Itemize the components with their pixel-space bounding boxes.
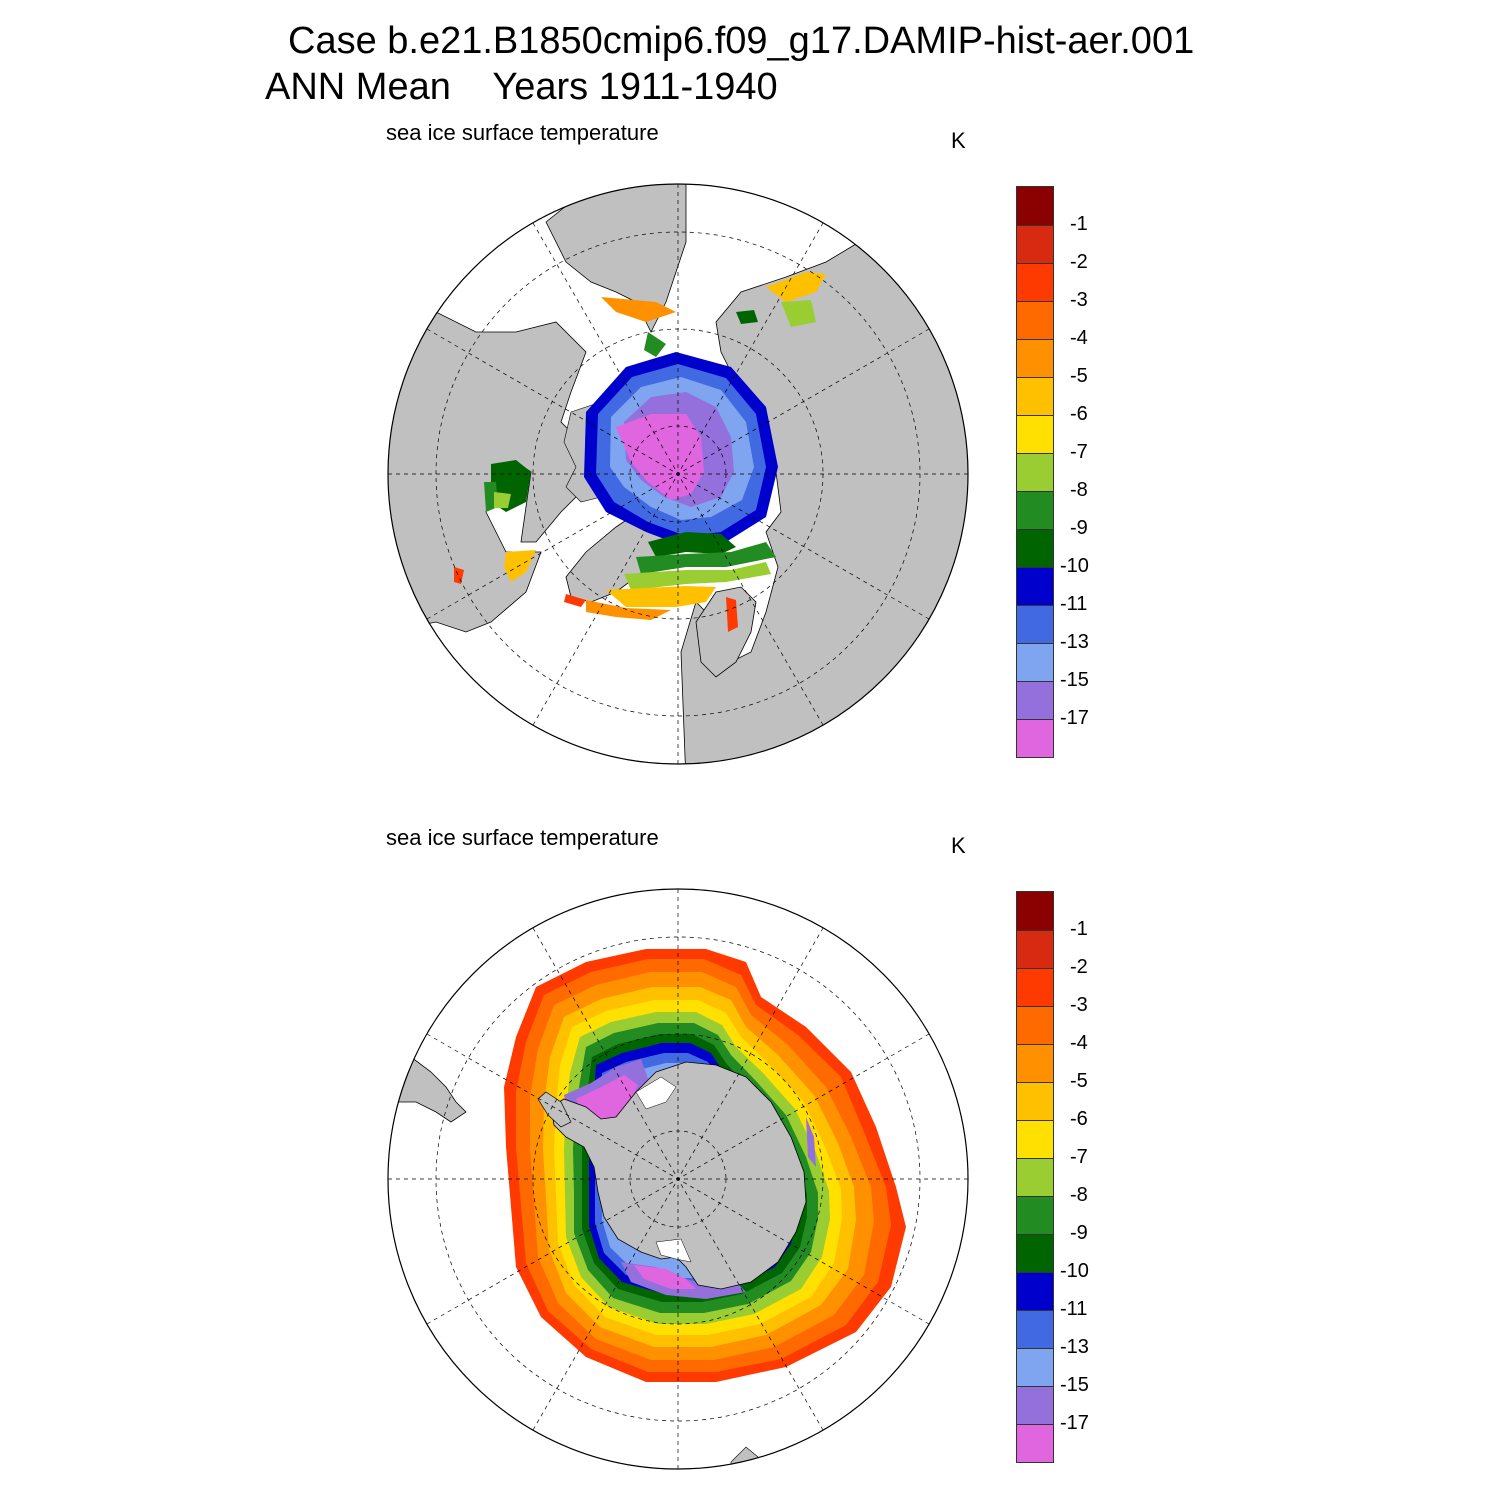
colorbar-tick-label: -4 <box>1070 327 1088 349</box>
colorbar-swatch <box>1017 453 1053 491</box>
land-antarctica <box>550 1061 807 1290</box>
land-north-america <box>388 306 612 633</box>
colorbar-swatch <box>1017 491 1053 529</box>
colorbar-swatch <box>1017 415 1053 453</box>
colorbar-tick-label: -5 <box>1070 365 1088 387</box>
colorbar-tick-label: -1 <box>1070 213 1088 235</box>
figure-title: Case b.e21.B1850cmip6.f09_g17.DAMIP-hist… <box>288 20 1195 62</box>
colorbar-tick-label: -13 <box>1060 631 1089 653</box>
colorbar-swatch <box>1017 225 1053 263</box>
colorbar-swatch <box>1017 529 1053 567</box>
graticule-south <box>388 889 968 1469</box>
colorbar-tick-label: -1 <box>1070 918 1088 940</box>
colorbar-swatch <box>1017 1006 1053 1044</box>
colorbar-swatch <box>1017 263 1053 301</box>
colorbar-south <box>1016 891 1054 1463</box>
graticule-north <box>388 184 968 764</box>
colorbar-tick-label: -7 <box>1070 1146 1088 1168</box>
ice-shelf-ross <box>655 1238 692 1263</box>
ice-shelf-ronne <box>635 1076 677 1110</box>
land-alaska <box>545 184 687 333</box>
colorbar-tick-label: -17 <box>1060 707 1089 729</box>
colorbar-swatch <box>1017 1082 1053 1120</box>
colorbar-north <box>1016 186 1054 758</box>
colorbar-swatch <box>1017 1234 1053 1272</box>
colorbar-swatch <box>1017 1158 1053 1196</box>
colorbar-tick-label: -11 <box>1060 593 1088 615</box>
colorbar-tick-label: -6 <box>1070 403 1088 425</box>
colorbar-tick-label: -3 <box>1070 994 1088 1016</box>
colorbar-swatch <box>1017 1120 1053 1158</box>
colorbar-swatch <box>1017 1310 1053 1348</box>
map-border <box>387 888 969 1470</box>
panel-north-units: K <box>951 128 966 153</box>
colorbar-swatch <box>1017 968 1053 1006</box>
colorbar-swatch <box>1017 567 1053 605</box>
colorbar-tick-label: -7 <box>1070 441 1088 463</box>
colorbar-tick-label: -6 <box>1070 1108 1088 1130</box>
colorbar-swatch <box>1017 377 1053 415</box>
colorbar-swatch <box>1017 1044 1053 1082</box>
colorbar-swatch <box>1017 892 1053 930</box>
colorbar-tick-label: -11 <box>1060 1298 1088 1320</box>
colorbar-swatch <box>1017 681 1053 719</box>
colorbar-swatch <box>1017 643 1053 681</box>
colorbar-tick-label: -9 <box>1070 517 1088 539</box>
north-polar-map <box>387 183 969 765</box>
colorbar-swatch <box>1017 1424 1053 1462</box>
colorbar-tick-label: -8 <box>1070 1184 1088 1206</box>
land-scandinavia <box>695 586 757 678</box>
colorbar-swatch <box>1017 339 1053 377</box>
colorbar-tick-label: -10 <box>1060 555 1089 577</box>
colorbar-tick-label: -2 <box>1070 956 1088 978</box>
sea-ice-north <box>454 272 826 632</box>
colorbar-swatch <box>1017 930 1053 968</box>
panel-south-units: K <box>951 833 966 858</box>
south-polar-map <box>387 888 969 1470</box>
colorbar-tick-label: -3 <box>1070 289 1088 311</box>
colorbar-swatch <box>1017 187 1053 225</box>
land-antarctic-peninsula <box>537 1091 572 1128</box>
map-border <box>387 183 969 765</box>
colorbar-swatch <box>1017 719 1053 757</box>
colorbar-tick-label: -5 <box>1070 1070 1088 1092</box>
colorbar-swatch <box>1017 1386 1053 1424</box>
colorbar-tick-label: -17 <box>1060 1412 1089 1434</box>
colorbar-tick-label: -13 <box>1060 1336 1089 1358</box>
colorbar-tick-label: -9 <box>1070 1222 1088 1244</box>
colorbar-swatch <box>1017 1196 1053 1234</box>
colorbar-tick-label: -10 <box>1060 1260 1089 1282</box>
figure-subtitle: ANN Mean Years 1911-1940 <box>265 66 778 108</box>
panel-south-label: sea ice surface temperature <box>386 825 659 850</box>
colorbar-swatch <box>1017 605 1053 643</box>
colorbar-tick-label: -15 <box>1060 1374 1089 1396</box>
panel-north-label: sea ice surface temperature <box>386 120 659 145</box>
colorbar-tick-label: -4 <box>1070 1032 1088 1054</box>
colorbar-swatch <box>1017 301 1053 339</box>
colorbar-tick-label: -2 <box>1070 251 1088 273</box>
colorbar-tick-label: -15 <box>1060 669 1089 691</box>
colorbar-swatch <box>1017 1272 1053 1310</box>
colorbar-tick-label: -8 <box>1070 479 1088 501</box>
colorbar-swatch <box>1017 1348 1053 1386</box>
